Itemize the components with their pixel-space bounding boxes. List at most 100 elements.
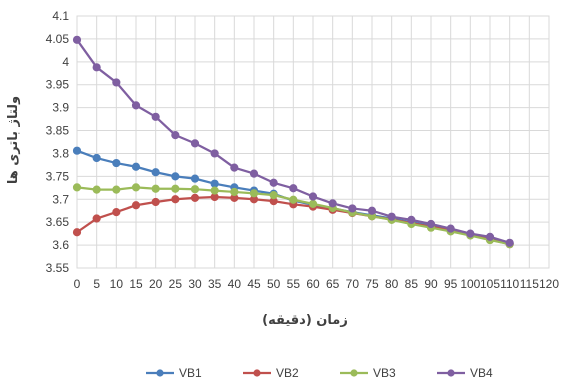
data-point	[505, 238, 514, 247]
x-tick-label: 25	[169, 277, 183, 291]
legend-label: VB2	[276, 366, 299, 380]
x-tick-label: 85	[405, 277, 419, 291]
x-tick-label: 30	[188, 277, 202, 291]
data-point	[171, 172, 180, 181]
data-point	[387, 212, 396, 221]
series-group	[72, 35, 514, 249]
legend-marker	[350, 369, 358, 377]
x-tick-label: 0	[74, 277, 81, 291]
x-tick-label: 20	[149, 277, 163, 291]
data-point	[249, 189, 259, 198]
data-point	[230, 163, 239, 172]
data-point	[171, 184, 180, 193]
data-point	[151, 184, 160, 193]
legend-item-vb4: VB4	[437, 366, 493, 380]
y-tick-label: 3.55	[46, 261, 70, 275]
data-point	[131, 183, 141, 192]
data-point	[269, 178, 278, 187]
legend-marker	[156, 369, 164, 377]
x-tick-label: 100	[460, 277, 480, 291]
data-point	[92, 63, 101, 72]
y-axis-ticks: 3.55 3.6 3.65 3.7 3.75 3.8 3.85 3.9 3.95 4 4.05 4.1	[46, 9, 70, 275]
data-point	[426, 219, 436, 229]
data-point	[289, 195, 298, 204]
x-axis-ticks: 0 5 10 15 20 25 30 35 40 45 50 55 60 65 70 75 80 85 90 95 10…	[74, 277, 560, 291]
gridlines	[76, 15, 550, 269]
legend-label: VB3	[373, 366, 396, 380]
data-point	[131, 101, 141, 110]
legend-item-vb3: VB3	[340, 366, 396, 380]
x-tick-label: 10	[110, 277, 124, 291]
data-point	[151, 168, 160, 177]
x-tick-label: 115	[520, 277, 539, 291]
data-point	[171, 195, 180, 204]
x-tick-label: 105	[480, 277, 500, 291]
y-tick-label: 3.7	[52, 192, 69, 206]
data-point	[210, 149, 219, 158]
y-tick-label: 3.8	[52, 146, 69, 160]
data-point	[249, 169, 259, 178]
y-tick-label: 3.75	[46, 169, 70, 183]
data-point	[190, 193, 200, 202]
data-point	[72, 146, 82, 155]
legend-label: VB1	[179, 366, 202, 380]
x-tick-label: 60	[306, 277, 320, 291]
data-point	[466, 229, 475, 238]
x-tick-label: 65	[326, 277, 340, 291]
y-tick-label: 4	[62, 55, 69, 69]
data-point	[190, 139, 200, 148]
x-tick-label: 5	[93, 277, 100, 291]
x-tick-label: 55	[287, 277, 301, 291]
data-point	[407, 215, 416, 224]
x-tick-label: 40	[228, 277, 242, 291]
x-tick-label: 50	[267, 277, 281, 291]
data-point	[112, 78, 121, 87]
data-point	[289, 184, 298, 193]
legend-label: VB4	[470, 366, 493, 380]
data-point	[348, 204, 357, 213]
data-point	[190, 174, 200, 183]
data-point	[92, 214, 101, 223]
data-point	[446, 224, 455, 233]
y-tick-label: 3.85	[46, 124, 70, 138]
x-tick-label: 90	[424, 277, 438, 291]
data-point	[72, 35, 82, 44]
data-point	[190, 185, 200, 194]
legend: VB1 VB2 VB3 VB4	[146, 366, 493, 380]
y-tick-label: 3.6	[52, 238, 69, 252]
x-tick-label: 95	[444, 277, 458, 291]
data-point	[131, 162, 141, 171]
data-point	[92, 185, 101, 194]
legend-item-vb2: VB2	[243, 366, 299, 380]
data-point	[328, 199, 337, 208]
legend-marker	[253, 369, 261, 377]
data-point	[210, 179, 219, 188]
x-tick-label: 80	[385, 277, 399, 291]
data-point	[112, 158, 121, 168]
data-point	[308, 199, 318, 208]
data-point	[308, 192, 318, 201]
y-tick-label: 3.65	[46, 215, 70, 229]
y-tick-label: 3.9	[52, 101, 69, 115]
x-tick-label: 120	[539, 277, 559, 291]
data-point	[72, 183, 82, 192]
x-tick-label: 70	[346, 277, 360, 291]
legend-item-vb1: VB1	[146, 366, 202, 380]
data-point	[367, 206, 377, 215]
x-tick-label: 45	[247, 277, 261, 291]
data-point	[485, 232, 495, 241]
y-axis-title: ولتاژ باتری ها	[6, 96, 21, 184]
data-point	[210, 186, 219, 195]
y-tick-label: 4.05	[46, 32, 70, 46]
plot-border	[76, 15, 550, 269]
data-point	[131, 201, 141, 210]
x-tick-label: 15	[129, 277, 143, 291]
data-point	[112, 185, 121, 194]
series-vb4	[72, 35, 514, 247]
data-point	[171, 131, 180, 140]
x-tick-label: 75	[365, 277, 379, 291]
data-point	[92, 153, 101, 163]
y-tick-label: 4.1	[52, 9, 69, 23]
data-point	[269, 191, 278, 200]
data-point	[230, 187, 239, 197]
